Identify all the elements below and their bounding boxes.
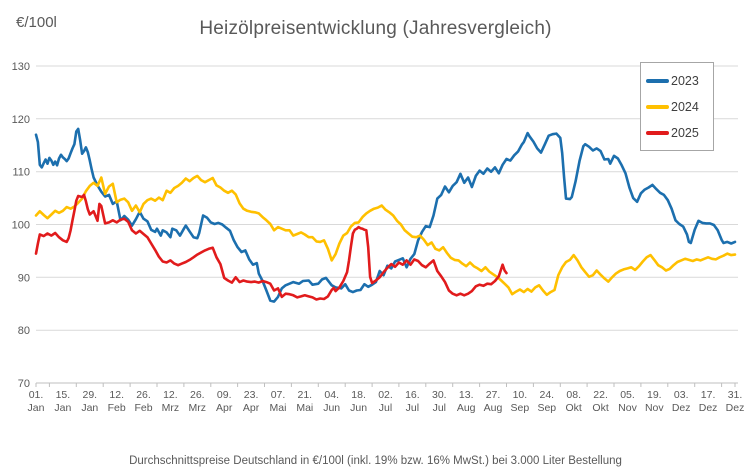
x-tick-label-month: Dez (699, 402, 718, 414)
x-tick-label-month: Dez (672, 402, 691, 414)
x-tick-label-day: 26. (136, 389, 151, 401)
x-tick-label-month: Aug (484, 402, 503, 414)
legend-entry-2023: 2023 (641, 68, 713, 94)
x-tick-label-month: Jul (433, 402, 446, 414)
x-tick-label-month: Apr (216, 402, 233, 414)
x-tick-label-day: 07. (271, 389, 286, 401)
x-tick-label-month: Mrz (162, 402, 180, 414)
x-tick-label-day: 22. (593, 389, 608, 401)
y-tick-label: 80 (18, 325, 30, 337)
legend-label-2025: 2025 (671, 126, 699, 140)
x-tick-label-day: 12. (163, 389, 178, 401)
x-tick-label-day: 05. (620, 389, 635, 401)
x-tick-label-day: 03. (674, 389, 689, 401)
x-tick-label-month: Apr (243, 402, 260, 414)
x-tick-label-month: Jan (28, 402, 45, 414)
legend: 2023 2024 2025 (640, 62, 714, 151)
x-tick-label-month: Jul (379, 402, 392, 414)
x-tick-label-month: Mai (296, 402, 313, 414)
x-tick-label-month: Jun (350, 402, 367, 414)
legend-label-2023: 2023 (671, 74, 699, 88)
x-tick-label-month: Sep (511, 402, 530, 414)
x-tick-label-month: Nov (645, 402, 664, 414)
x-tick-label-day: 30. (432, 389, 447, 401)
x-tick-label-day: 19. (647, 389, 662, 401)
x-tick-label-day: 10. (513, 389, 528, 401)
y-tick-label: 70 (18, 378, 30, 390)
x-tick-label-month: Jun (323, 402, 340, 414)
x-tick-label-month: Feb (108, 402, 126, 414)
x-tick-label-month: Mrz (189, 402, 207, 414)
y-tick-label: 90 (18, 272, 30, 284)
x-tick-label-day: 16. (405, 389, 420, 401)
x-tick-label-month: Jan (54, 402, 71, 414)
legend-entry-2024: 2024 (641, 94, 713, 120)
x-tick-label-month: Okt (592, 402, 608, 414)
x-tick-label-month: Dez (726, 402, 745, 414)
x-tick-label-day: 29. (82, 389, 97, 401)
legend-line-swatch-2024 (646, 105, 669, 109)
x-tick-label-day: 24. (539, 389, 554, 401)
x-tick-label-day: 04. (324, 389, 339, 401)
x-tick-label-day: 15. (56, 389, 71, 401)
x-tick-label-day: 31. (728, 389, 743, 401)
x-tick-label-month: Feb (134, 402, 152, 414)
legend-line-swatch-2023 (646, 79, 669, 83)
x-tick-label-day: 08. (566, 389, 581, 401)
series-line-2023 (34, 127, 737, 303)
x-tick-label-month: Jan (81, 402, 98, 414)
y-tick-label: 100 (12, 220, 30, 232)
x-tick-label-month: Nov (618, 402, 637, 414)
x-tick-label-month: Mai (270, 402, 287, 414)
legend-entry-2025: 2025 (641, 120, 713, 146)
chart-title: Heizölpreisentwicklung (Jahresvergleich) (199, 18, 552, 39)
x-tick-label-month: Sep (537, 402, 556, 414)
x-tick-label-day: 23. (244, 389, 259, 401)
x-tick-label-day: 18. (351, 389, 366, 401)
y-tick-label: 120 (12, 114, 30, 126)
footer-caption: Durchschnittspreise Deutschland in €/100… (129, 455, 622, 467)
x-tick-label-day: 09. (217, 389, 232, 401)
y-tick-label: 130 (12, 61, 30, 73)
legend-label-2024: 2024 (671, 100, 699, 114)
series-line-2025 (34, 193, 508, 301)
legend-line-swatch-2025 (646, 131, 669, 135)
x-tick-label-day: 21. (297, 389, 312, 401)
x-tick-label-month: Jul (406, 402, 419, 414)
x-tick-label-day: 26. (190, 389, 205, 401)
x-tick-label-day: 27. (486, 389, 501, 401)
x-tick-label-month: Aug (457, 402, 476, 414)
x-tick-label-month: Okt (566, 402, 582, 414)
x-tick-label-day: 01. (29, 389, 44, 401)
x-tick-label-day: 02. (378, 389, 393, 401)
x-tick-label-day: 13. (459, 389, 474, 401)
series-line-2024 (34, 174, 737, 297)
x-tick-label-day: 17. (701, 389, 716, 401)
y-axis-unit-label: €/100l (16, 14, 57, 31)
y-tick-label: 110 (12, 167, 30, 179)
x-tick-label-day: 12. (109, 389, 124, 401)
